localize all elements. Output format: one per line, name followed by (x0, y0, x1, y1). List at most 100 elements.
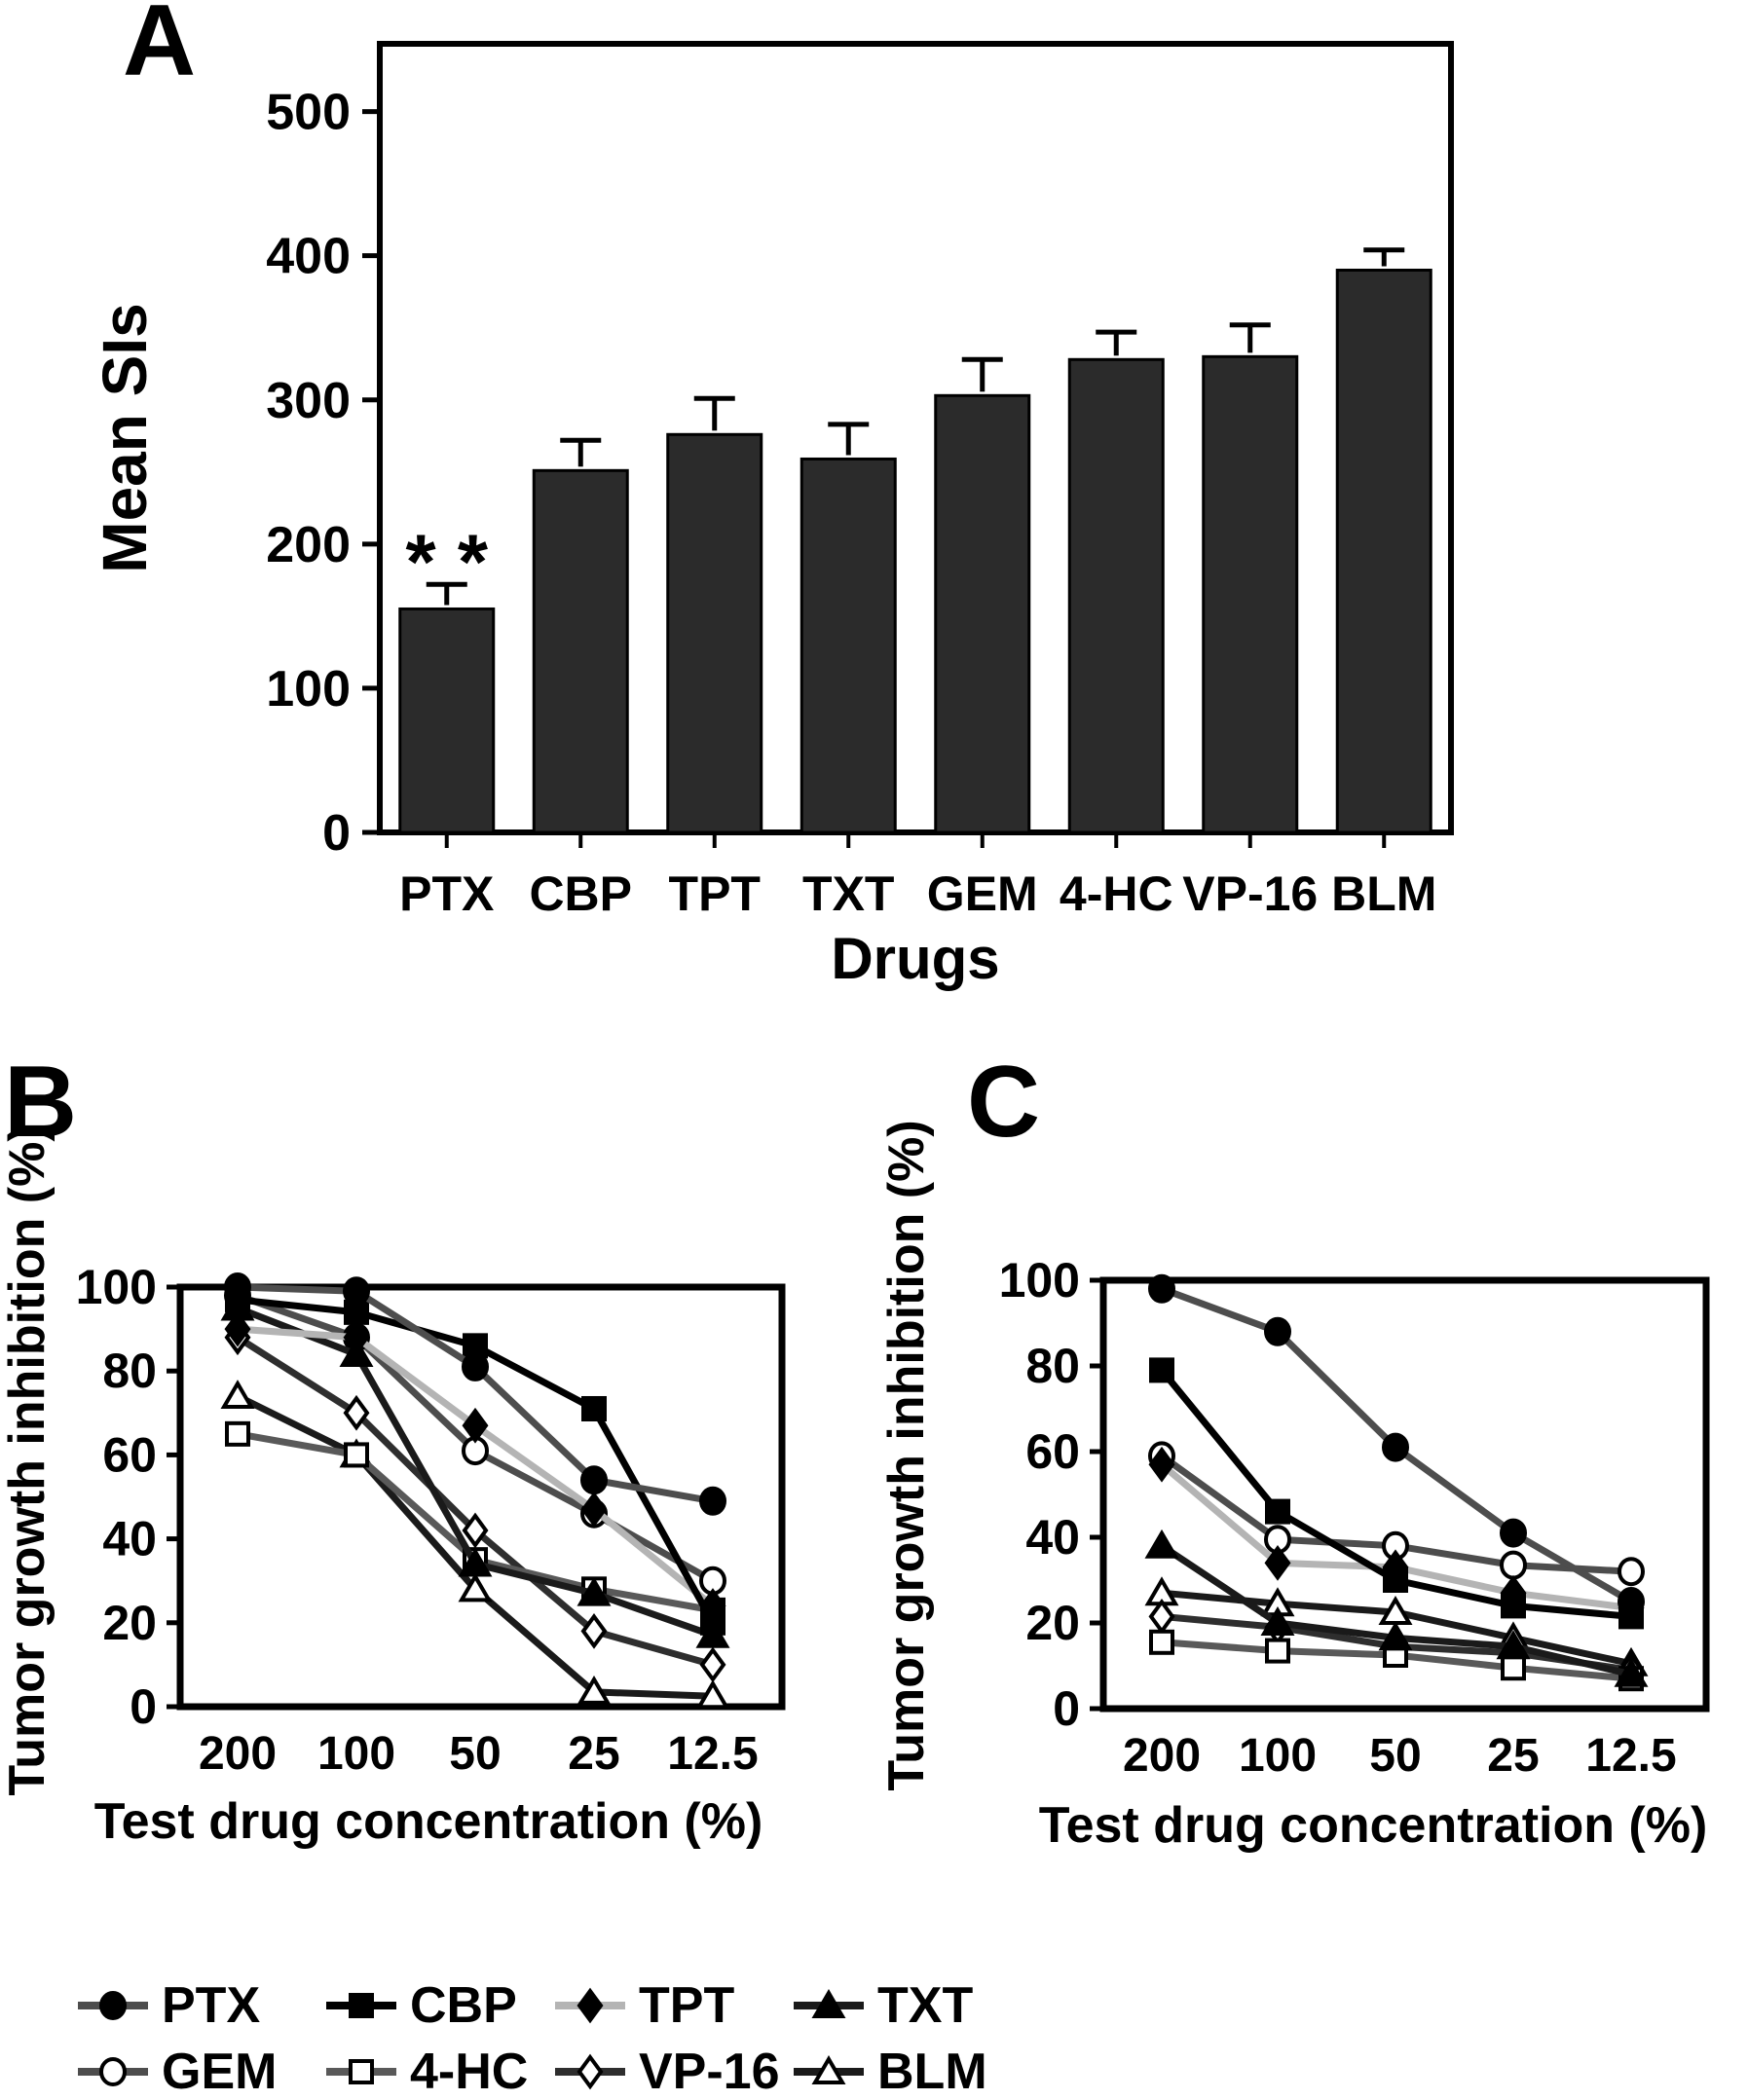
data-point-TXT (458, 1547, 493, 1577)
legend-item-4-HC: 4-HC (326, 2044, 528, 2100)
data-point-TPT (1148, 1446, 1175, 1483)
legend-item-GEM: GEM (78, 2044, 277, 2100)
series-BLM (220, 1380, 730, 1710)
data-point-CBP (700, 1609, 725, 1636)
panel-a-ytick-label-0: 0 (322, 805, 351, 862)
panelC-ytick-label-0: 0 (1053, 1681, 1080, 1736)
panelB-frame (176, 1283, 786, 1711)
series-PTX (1148, 1273, 1645, 1616)
data-point-TXT (576, 1576, 612, 1606)
data-point-TXT (1260, 1606, 1295, 1636)
data-point-CBP (1383, 1567, 1408, 1593)
bar-TPT (666, 432, 763, 834)
panelC-xtick-label-200: 200 (1123, 1730, 1201, 1782)
data-point-PTX (1618, 1587, 1645, 1616)
panel-c-line-chart: 0 20 40 60 80 100 200 100 50 25 12.5 Test drug conc… (878, 1120, 1710, 1854)
data-point-PTX (462, 1351, 489, 1382)
series-TXT (1144, 1529, 1649, 1687)
series-PTX (224, 1272, 726, 1516)
data-point-CBP (1149, 1357, 1174, 1383)
panelC-xtick-label-100: 100 (1239, 1730, 1317, 1782)
panel-a-bar-chart: 0 100 200 300 400 500 PTX CBP TPT TXT GEM 4-HC VP-16… (90, 41, 1454, 991)
data-point-PTX (224, 1272, 251, 1302)
panel-a-ytick-label-200: 200 (266, 517, 351, 573)
panelC-y-axis-title: Tumor growth inhibition (%) (878, 1120, 935, 1790)
legend-marker-GEM (99, 2057, 127, 2086)
panel-a-label: A (123, 0, 197, 97)
data-point-TPT (1264, 1545, 1291, 1581)
data-point-CBP (1501, 1593, 1526, 1619)
panel-b-line-chart: 0 20 40 60 80 100 200 100 50 25 12.5 Test drug conc… (0, 1124, 786, 1850)
panelC-ytick-label-100: 100 (999, 1253, 1080, 1308)
legend-item-BLM: BLM (794, 2044, 987, 2100)
panelB-y-axis-title: Tumor growth inhibition (%) (0, 1124, 56, 1795)
panel-a-x-axis-title: Drugs (831, 926, 999, 991)
panelB-ytick-label-100: 100 (76, 1260, 157, 1314)
data-point-VP-16 (343, 1394, 370, 1431)
series-GEM (1148, 1441, 1645, 1587)
legend-item-CBP: CBP (326, 1977, 517, 2034)
panel-a-category-label-GEM: GEM (927, 866, 1038, 921)
data-point-TXT (1144, 1529, 1179, 1559)
bar-4-HC (1067, 357, 1165, 834)
data-point-CBP (581, 1395, 607, 1421)
data-point-TXT (1378, 1621, 1413, 1651)
legend-label-VP-16: VP-16 (639, 2044, 780, 2100)
data-point-PTX (1500, 1518, 1527, 1548)
legend-marker-TXT (811, 1989, 846, 2018)
data-point-GEM (1618, 1557, 1645, 1587)
data-point-PTX (1382, 1432, 1409, 1462)
data-point-BLM (576, 1675, 612, 1705)
panelB-xtick-label-25: 25 (568, 1728, 619, 1780)
bar-GEM (934, 393, 1031, 834)
data-point-BLM (458, 1572, 493, 1603)
legend-item-PTX: PTX (78, 1977, 260, 2034)
panel-b-label: B (4, 1046, 78, 1159)
data-point-VP-16 (699, 1646, 726, 1683)
panel-a-category-label-CBP: CBP (529, 866, 632, 921)
data-point-PTX (343, 1276, 370, 1307)
panelC-frame (1099, 1276, 1710, 1713)
panel-a-category-label-TXT: TXT (802, 866, 894, 921)
data-point-TXT (1496, 1630, 1531, 1660)
data-point-4-HC (1501, 1655, 1526, 1681)
legend-marker-TPT (576, 1987, 604, 2024)
panel-a-category-label-4-HC: 4-HC (1060, 866, 1173, 921)
panelC-x-axis-title: Test drug concentration (%) (1039, 1797, 1708, 1854)
panelB-ytick-label-20: 20 (102, 1596, 157, 1650)
legend-marker-PTX (99, 1991, 127, 2020)
data-point-4-HC (1149, 1629, 1174, 1655)
data-point-TXT (1614, 1657, 1649, 1687)
bar-VP-16 (1202, 354, 1299, 834)
data-point-GEM (1500, 1550, 1527, 1580)
panel-a-ytick-label-100: 100 (266, 661, 351, 718)
panel-a-category-label-PTX: PTX (399, 866, 494, 921)
panel-a-y-axis-title: Mean SIs (90, 303, 160, 572)
panelB-ytick-label-0: 0 (130, 1679, 157, 1734)
data-point-VP-16 (580, 1613, 608, 1649)
data-point-TPT (580, 1492, 608, 1528)
data-point-BLM (695, 1679, 730, 1710)
data-point-PTX (1264, 1316, 1291, 1346)
legend-item-TXT: TXT (794, 1977, 973, 2034)
significance-asterisks: * * (406, 518, 489, 605)
legend-label-TXT: TXT (877, 1977, 973, 2034)
panelB-xtick-label-12.5: 12.5 (667, 1728, 758, 1780)
legend-item-TPT: TPT (555, 1977, 734, 2034)
legend-marker-BLM (811, 2055, 846, 2084)
panel-a-category-label-BLM: BLM (1331, 866, 1436, 921)
data-point-BLM (220, 1380, 255, 1410)
legend-label-BLM: BLM (877, 2044, 987, 2100)
data-point-4-HC (225, 1420, 250, 1447)
legend-label-PTX: PTX (162, 1977, 260, 2034)
bar-CBP (532, 468, 629, 834)
panelC-xtick-label-25: 25 (1487, 1730, 1539, 1782)
panel-a-ytick-label-300: 300 (266, 373, 351, 429)
legend-label-4-HC: 4-HC (410, 2044, 528, 2100)
data-point-TPT (343, 1319, 370, 1356)
panelC-ytick-label-60: 60 (1025, 1424, 1080, 1479)
panelB-xtick-label-100: 100 (317, 1728, 395, 1780)
legend-marker-VP-16 (576, 2053, 604, 2090)
data-point-PTX (1148, 1273, 1175, 1304)
panel-a-category-label-TPT: TPT (669, 866, 761, 921)
